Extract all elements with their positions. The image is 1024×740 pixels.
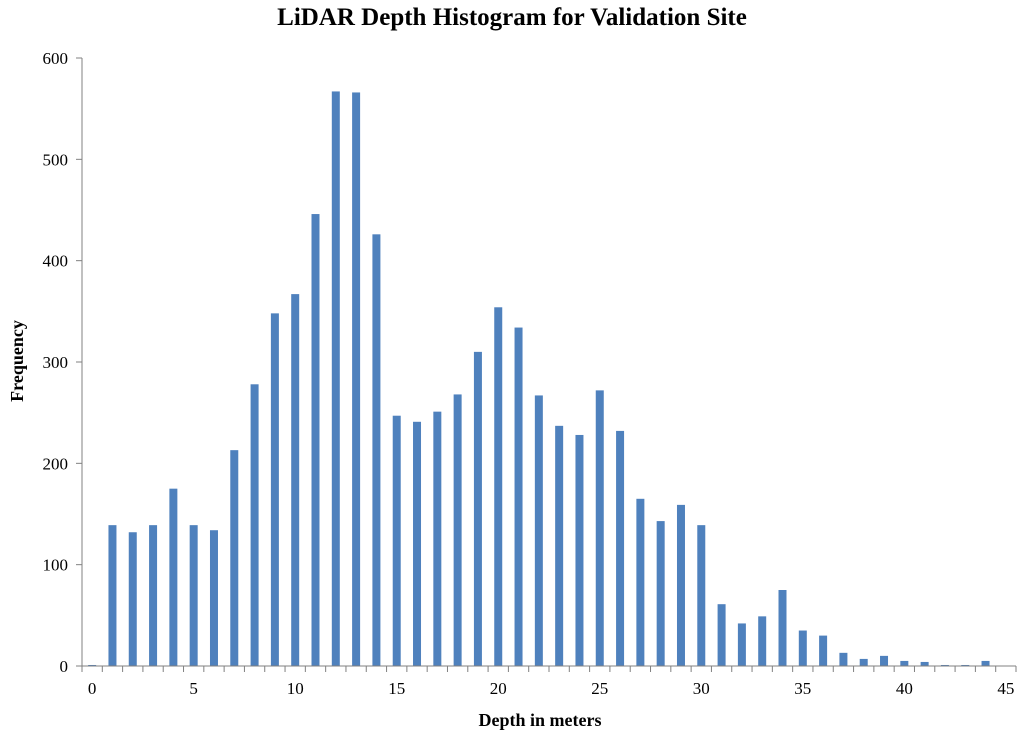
histogram-bar (473, 351, 482, 666)
histogram-bar (920, 661, 929, 666)
histogram-bar (250, 384, 259, 666)
histogram-bar (311, 214, 320, 667)
histogram-bar (169, 488, 178, 666)
x-tick-label: 15 (388, 679, 405, 698)
histogram-bar (555, 425, 564, 666)
histogram-bar (981, 660, 990, 666)
chart-title: LiDAR Depth Histogram for Validation Sit… (277, 4, 747, 31)
y-tick-label: 500 (43, 150, 69, 169)
histogram-bar (819, 635, 828, 666)
histogram-bar (514, 327, 523, 666)
histogram-bar (392, 415, 401, 666)
y-tick-label: 0 (60, 657, 69, 676)
histogram-bar (676, 504, 685, 666)
x-tick-label: 30 (693, 679, 710, 698)
histogram-bar (270, 313, 279, 666)
y-tick-label: 600 (43, 49, 69, 68)
histogram-bar (534, 395, 543, 666)
histogram-bar (961, 664, 970, 666)
histogram-bar (758, 616, 767, 666)
histogram-bar (209, 530, 218, 666)
x-tick-label: 35 (794, 679, 811, 698)
histogram-bar (291, 294, 300, 666)
histogram-bar (230, 450, 239, 666)
histogram-bar (453, 394, 462, 666)
histogram-bar (88, 664, 97, 666)
histogram-bar (413, 421, 422, 666)
histogram-bar (839, 652, 848, 666)
x-axis-title: Depth in meters (479, 710, 602, 730)
histogram-bar (108, 525, 117, 666)
histogram-bar (149, 525, 158, 666)
x-tick-label: 20 (490, 679, 507, 698)
x-tick-label: 10 (287, 679, 304, 698)
y-tick-label: 400 (43, 252, 69, 271)
x-tick-label: 45 (997, 679, 1014, 698)
histogram-bar (737, 623, 746, 666)
x-tick-label: 5 (189, 679, 198, 698)
histogram-bar (900, 660, 909, 666)
histogram-bar (189, 525, 198, 666)
histogram-bar (128, 532, 137, 666)
histogram-bar (778, 590, 787, 666)
histogram-bar (880, 655, 889, 666)
y-axis-title: Frequency (7, 320, 27, 402)
y-tick-label: 100 (43, 556, 69, 575)
histogram-bar (575, 434, 584, 666)
y-tick-label: 200 (43, 454, 69, 473)
histogram-bar (656, 521, 665, 666)
plot-area: 0 100 200 300 400 500 600 0 5 10 15 20 25 30 35 40 45 (43, 49, 1017, 698)
histogram-bar (494, 307, 503, 666)
histogram-bar (595, 390, 604, 666)
histogram-bar (636, 498, 645, 666)
histogram-bar (697, 525, 706, 666)
histogram-bar (859, 658, 868, 666)
histogram-bar (717, 604, 726, 666)
x-tick-label: 25 (591, 679, 608, 698)
y-tick-label: 300 (43, 353, 69, 372)
histogram-bar (433, 411, 442, 666)
histogram-bar (798, 630, 807, 666)
histogram-bar (372, 234, 381, 666)
histogram-bar (940, 664, 949, 666)
x-tick-label: 40 (896, 679, 913, 698)
x-tick-label: 0 (88, 679, 97, 698)
histogram-bar (352, 92, 361, 666)
histogram-bar (616, 430, 625, 666)
histogram-bar (331, 91, 340, 666)
